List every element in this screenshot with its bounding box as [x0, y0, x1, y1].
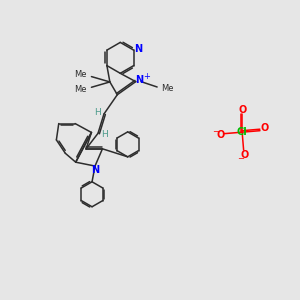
Text: Me: Me: [161, 84, 173, 93]
Text: −: −: [237, 154, 244, 163]
Text: N: N: [136, 75, 144, 85]
Text: O: O: [240, 150, 249, 160]
Text: Me: Me: [74, 85, 87, 94]
Text: O: O: [260, 123, 268, 133]
Text: H: H: [101, 130, 108, 139]
Text: O: O: [216, 130, 224, 140]
Text: −: −: [212, 127, 220, 136]
Text: Cl: Cl: [237, 127, 248, 137]
Text: O: O: [238, 105, 246, 115]
Text: N: N: [134, 44, 142, 54]
Text: N: N: [91, 165, 99, 175]
Text: +: +: [143, 72, 150, 81]
Text: H: H: [94, 108, 101, 117]
Text: Me: Me: [74, 70, 87, 79]
